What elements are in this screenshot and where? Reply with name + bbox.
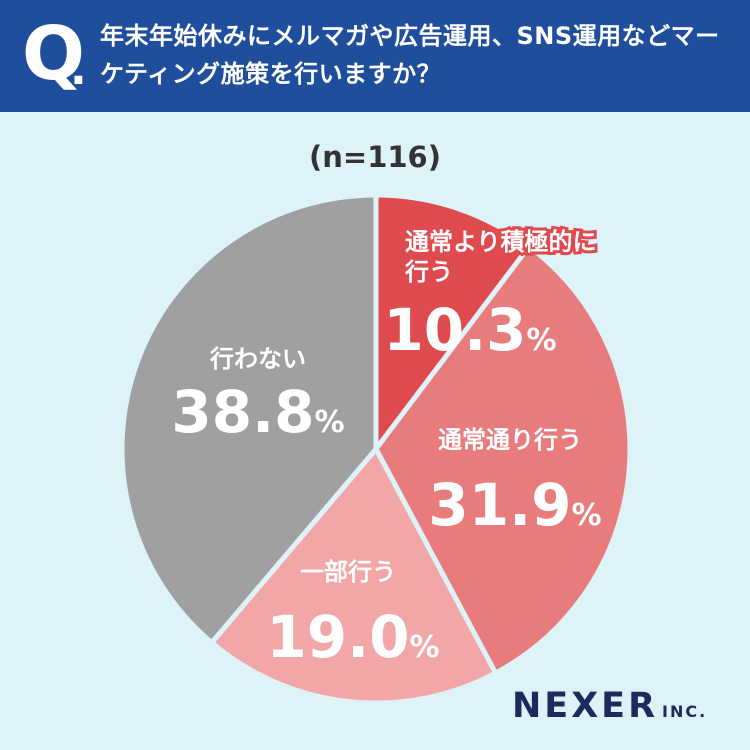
slice-value-4: 38.8%: [171, 378, 344, 446]
q-dot: .: [70, 44, 87, 95]
pie-slice-1: [373, 192, 532, 452]
slice-label-4: 行わない: [209, 345, 306, 373]
sample-size-label: (n=116): [309, 140, 441, 174]
pie-slice-4: [119, 192, 379, 646]
slice-label-1-line-1: 通常より積極的に: [405, 228, 597, 256]
slice-label-2: 通常通り行う: [438, 426, 582, 454]
header: Q . 年末年始休みにメルマガや広告運用、SNS運用などマーケティング施策を行い…: [0, 0, 750, 112]
slice-label-1-line-2: 行う: [404, 258, 453, 286]
logo-name: NEXER: [512, 686, 659, 726]
logo-suffix: INC.: [662, 702, 708, 721]
chart-area: (n=116) 通常より積極的に 行う 10.3% 通常通り行う 31.9% 一部行う 19…: [0, 112, 750, 750]
slice-label-3: 一部行う: [300, 558, 396, 586]
question-text: 年末年始休みにメルマガや広告運用、SNS運用などマーケティング施策を行いますか？: [100, 22, 720, 88]
slice-value-1: 10.3%: [383, 296, 556, 364]
q-mark: Q: [22, 11, 85, 97]
company-logo: NEXER INC.: [512, 686, 707, 726]
pie-slice-3: [209, 446, 499, 706]
slice-value-2: 31.9%: [428, 471, 601, 539]
slice-value-3: 19.0%: [266, 603, 439, 671]
